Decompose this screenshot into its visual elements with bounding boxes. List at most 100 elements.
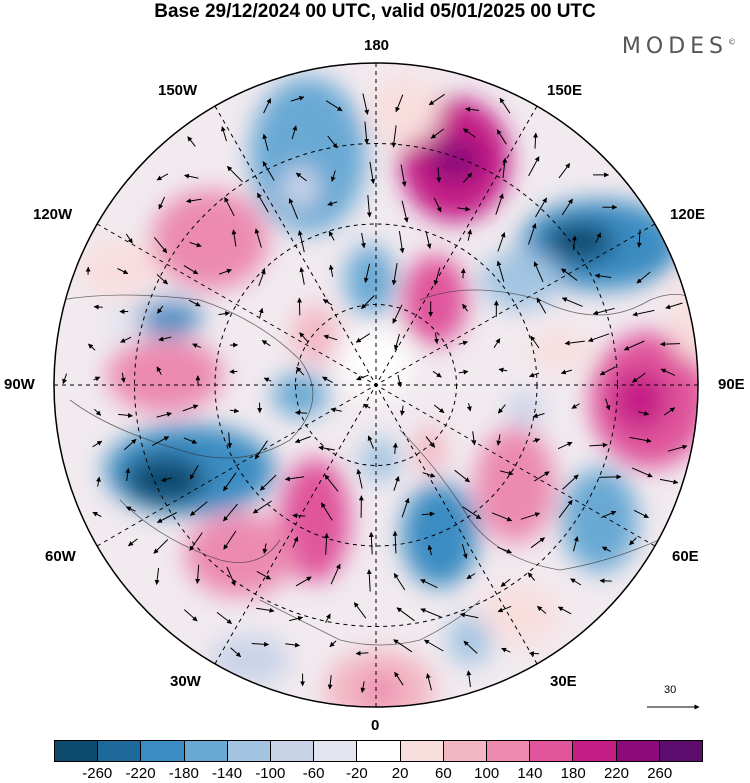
wind-vector-arrow [318,445,335,451]
wind-vector-arrow [660,341,681,347]
wind-vector-arrow [153,236,168,254]
wind-vector-arrow [571,235,577,251]
vector-scale-label: 30 [664,684,677,696]
wind-vector-arrow [189,464,199,480]
wind-vector-arrow [533,261,544,283]
lon-label-120e: 120E [670,206,706,223]
colorbar-swatch [357,741,401,761]
wind-vector-arrow [128,538,138,547]
wind-vector-arrow [125,506,136,512]
wind-vector-arrow [400,164,407,187]
latitude-circle [134,143,618,627]
wind-vector-arrow [88,343,96,351]
wind-vector-arrow [254,440,268,460]
wind-vector-arrow [631,467,653,478]
wind-vector-arrow [183,265,199,275]
colorbar-swatch [227,741,272,761]
lon-label-150w: 150W [158,82,198,99]
latitude-circle [214,223,538,547]
wind-vector-arrow [420,579,438,589]
wind-vector-arrow [532,438,541,443]
wind-vector-arrow [263,98,272,114]
wind-vector-arrow [502,157,508,179]
wind-vector-arrow [256,607,275,613]
wind-vector-arrow [401,497,410,518]
lon-label-90w: 90W [4,376,35,393]
wind-vector-arrow [184,173,199,179]
wind-vector-arrow [361,295,375,309]
wind-vector-arrow [462,506,482,520]
wind-vector-arrow [353,602,367,619]
lon-label-150e: 150E [547,82,583,99]
wind-vector-arrow [496,260,505,282]
wind-vector-arrow [369,161,376,184]
wind-vector-arrow [396,607,415,622]
wind-vector-arrow [467,229,473,241]
colorbar-tick-label: -20 [346,765,368,782]
wind-vector-arrow [601,510,617,519]
colorbar-swatch [400,741,444,761]
colorbar-tick-label: 180 [560,765,586,782]
wind-vector-arrow [466,670,472,688]
wind-vector-arrow [528,156,540,177]
wind-vector-arrow [454,469,470,483]
wind-vector-arrow [433,332,439,344]
wind-vector-arrow [398,231,405,254]
wind-vector-arrow [151,436,170,447]
wind-vector-arrow [183,609,198,622]
anomaly-blob [210,635,290,685]
wind-vector-arrow [557,441,573,450]
wind-vector-arrow [292,536,299,548]
colorbar-swatch [443,741,488,761]
wind-vector-arrow [497,546,512,554]
colorbar-swatch [141,741,185,761]
wind-vector-arrow [259,474,277,491]
wind-vector-arrow [118,412,133,418]
colorbar-swatch [530,741,574,761]
lon-label-30w: 30W [170,673,201,690]
wind-vector-arrow [433,404,445,414]
wind-vector-arrow [262,161,275,181]
graticule [54,63,698,707]
wind-vector-arrow [425,673,432,691]
wind-vector-arrow [226,566,236,587]
anomaly-blob [272,373,328,417]
wind-vector-arrow [262,133,269,151]
wind-vector-arrow [294,410,308,416]
wind-vector-arrow [458,340,469,346]
wind-vector-arrow [397,374,402,388]
wind-vector-arrow [497,232,506,252]
wind-vector-arrow [366,194,372,218]
colorbar-swatch [659,741,703,761]
wind-vector-arrow [324,532,330,555]
wind-vector-arrow [355,333,370,343]
anomaly-blob [480,250,560,310]
wind-vector-arrow [433,197,442,213]
wind-vector-arrow [457,206,471,212]
wind-vector-arrow [360,681,366,693]
wind-vector-arrow [562,474,579,490]
map-title: Base 29/12/2024 00 UTC, valid 05/01/2025… [154,1,596,22]
wind-vector-arrow [425,436,436,448]
wind-vector-arrow [592,307,615,316]
wind-vector-arrow [601,546,611,552]
wind-vector-arrow [599,578,612,584]
wind-vector-arrow [530,537,546,549]
wind-vector-arrow [367,435,374,449]
wind-vector-arrow [219,268,232,275]
wind-vector-arrow [96,476,101,487]
wind-vector-arrow [328,230,335,241]
wind-vector-arrow [392,442,398,454]
colorbar-swatch [616,741,660,761]
wind-vector-arrow [192,343,202,349]
wind-vector-arrow [120,336,132,343]
wind-vector-arrow [183,437,198,444]
wind-vector-arrow [62,373,68,385]
lon-label-60w: 60W [45,548,76,565]
wind-vector-arrow [632,309,655,317]
wind-vector-arrow [117,268,129,275]
wind-vector-arrow [529,372,540,378]
wind-vector-arrow [598,474,622,480]
anomaly-blob [545,222,615,262]
wind-vector-arrow [570,578,582,586]
